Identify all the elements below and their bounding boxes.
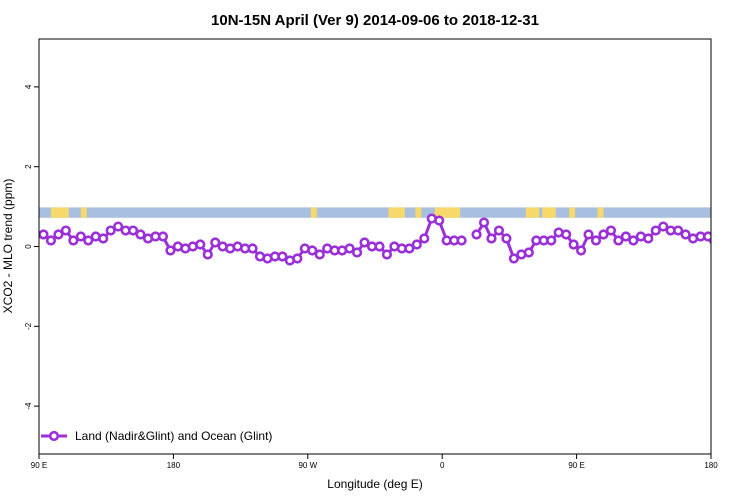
data-point: [471, 229, 482, 240]
data-point: [501, 233, 512, 244]
data-point: [508, 253, 519, 264]
data-point: [39, 229, 49, 240]
data-point: [486, 233, 497, 244]
y-axis-label: XCO2 - MLO trend (ppm): [1, 179, 15, 314]
legend: Land (Nadir&Glint) and Ocean (Glint): [41, 429, 272, 443]
data-point: [605, 225, 617, 236]
data-point: [98, 233, 109, 244]
data-point: [210, 237, 221, 248]
data-point: [135, 229, 146, 240]
data-point: [83, 235, 94, 246]
data-point: [583, 229, 594, 240]
data-point: [523, 247, 534, 258]
data-point: [680, 229, 691, 240]
data-point: [195, 239, 206, 250]
data-point: [314, 249, 325, 260]
x-tick-label: 0: [440, 461, 445, 470]
land-segment: [415, 207, 422, 218]
series-layer: [39, 213, 711, 266]
data-point: [127, 225, 139, 236]
y-tick-label: -2: [24, 322, 33, 330]
land-segment: [434, 207, 461, 218]
land-segment: [597, 207, 604, 218]
data-point: [60, 225, 71, 236]
land-segment: [388, 207, 405, 218]
data-point: [202, 249, 213, 260]
land-segment: [80, 207, 87, 218]
land-segment: [569, 207, 576, 218]
data-point: [456, 235, 467, 246]
data-point: [374, 241, 385, 252]
data-point: [292, 253, 303, 264]
data-point: [613, 235, 624, 246]
data-point: [277, 251, 288, 262]
data-point: [247, 243, 258, 254]
x-tick-label: 90 E: [31, 461, 47, 470]
data-point: [359, 237, 370, 248]
data-point: [53, 229, 64, 240]
data-point: [568, 239, 579, 250]
land-segment: [310, 207, 317, 218]
y-tick-label: 4: [24, 84, 33, 89]
data-point: [157, 231, 169, 242]
data-point: [381, 249, 393, 260]
data-point: [351, 247, 363, 258]
data-point: [628, 235, 639, 246]
x-axis: 90 E 180 90 W 0 90 E 180: [31, 454, 718, 470]
x-tick-label: 180: [704, 461, 718, 470]
data-point: [598, 229, 609, 240]
data-point: [113, 221, 124, 232]
legend-label: Land (Nadir&Glint) and Ocean (Glint): [75, 429, 272, 443]
data-point: [45, 235, 57, 246]
data-point: [411, 239, 422, 250]
data-point: [710, 248, 711, 253]
data-point: [702, 231, 711, 242]
data-point: [344, 243, 355, 254]
data-point: [561, 229, 572, 240]
data-point: [493, 225, 505, 236]
data-point: [658, 221, 669, 232]
data-point: [575, 245, 587, 256]
data-point: [673, 225, 684, 236]
x-axis-label: Longitude (deg E): [327, 477, 422, 491]
x-tick-label: 180: [167, 461, 181, 470]
data-point: [643, 233, 654, 244]
data-point: [404, 243, 415, 254]
y-tick-label: 0: [24, 244, 33, 249]
data-point: [165, 245, 176, 256]
land-segment: [525, 207, 540, 218]
data-point: [478, 217, 490, 228]
y-tick-label: 2: [24, 164, 33, 169]
data-point: [75, 231, 86, 242]
data-point: [620, 231, 631, 242]
x-tick-label: 90 W: [298, 461, 317, 470]
y-axis: -4 -2 0 2 4: [24, 84, 39, 410]
data-point: [105, 225, 116, 236]
data-point: [419, 233, 430, 244]
data-point: [307, 245, 318, 256]
land-segment: [50, 207, 69, 218]
ocean-strip: [39, 207, 711, 218]
legend-marker-swatch: [48, 430, 60, 442]
data-point: [650, 225, 661, 236]
land-ocean-strip: [39, 207, 711, 218]
data-point: [434, 215, 445, 226]
land-segment: [542, 207, 556, 218]
x-tick-label: 90 E: [568, 461, 584, 470]
data-point: [68, 235, 79, 246]
data-point: [590, 235, 602, 246]
chart-title: 10N-15N April (Ver 9) 2014-09-06 to 2018…: [211, 12, 539, 29]
y-tick-label: -4: [24, 402, 33, 410]
data-point: [546, 235, 557, 246]
